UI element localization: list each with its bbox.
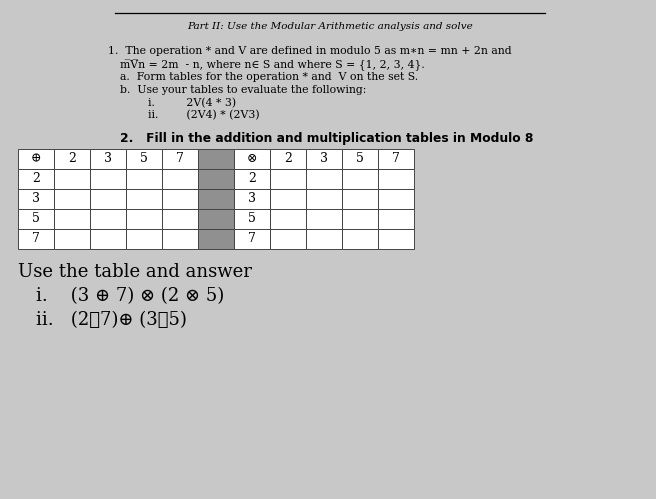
Text: 5: 5 [248,213,256,226]
Text: 2: 2 [68,153,76,166]
Bar [18,149,54,169]
Bar [342,169,378,189]
Text: 5: 5 [32,213,40,226]
Text: m̅V̅n = 2m  - n, where n∈ S and where S = {1, 2, 3, 4}.: m̅V̅n = 2m - n, where n∈ S and where S =… [120,59,424,70]
Bar [198,189,234,209]
Bar [342,209,378,229]
Text: ii.        (2V4) * (2V3): ii. (2V4) * (2V3) [148,110,260,120]
Bar [54,149,90,169]
Text: 5: 5 [356,153,364,166]
Bar [270,209,306,229]
Text: 7: 7 [248,233,256,246]
Bar [306,209,342,229]
Bar [234,149,270,169]
Bar [270,169,306,189]
Bar [54,229,90,249]
Bar [270,149,306,169]
Text: 2.   Fill in the addition and multiplication tables in Modulo 8: 2. Fill in the addition and multiplicati… [120,132,533,145]
Bar [90,189,126,209]
Bar [18,189,54,209]
Text: 3: 3 [320,153,328,166]
Bar [342,149,378,169]
Bar [270,229,306,249]
Bar [306,169,342,189]
Bar [306,229,342,249]
Text: ⊗: ⊗ [247,153,257,166]
Bar [126,189,162,209]
Text: 2: 2 [248,173,256,186]
Bar [198,209,234,229]
Bar [18,209,54,229]
Bar [270,189,306,209]
Bar [198,149,234,169]
Text: ⊕: ⊕ [31,153,41,166]
Bar [126,169,162,189]
Text: Use the table and answer: Use the table and answer [18,263,252,281]
Text: 3: 3 [248,193,256,206]
Bar [90,209,126,229]
Text: 7: 7 [176,153,184,166]
Text: 3: 3 [32,193,40,206]
Bar [126,149,162,169]
Bar [378,209,414,229]
Bar [198,169,234,189]
Bar [306,189,342,209]
Bar [54,189,90,209]
Bar [126,229,162,249]
Text: 7: 7 [32,233,40,246]
Bar [18,169,54,189]
Bar [54,209,90,229]
Text: 5: 5 [140,153,148,166]
Bar [54,169,90,189]
Bar [162,229,198,249]
Bar [90,149,126,169]
Bar [378,229,414,249]
Bar [234,189,270,209]
Bar [306,149,342,169]
Bar [126,209,162,229]
Text: ii.   (2⦗7)⊕ (3⦕5): ii. (2⦗7)⊕ (3⦕5) [36,311,187,329]
Bar [378,149,414,169]
Bar [378,189,414,209]
Bar [342,229,378,249]
Bar [234,229,270,249]
Bar [234,209,270,229]
Text: 3: 3 [104,153,112,166]
Text: 7: 7 [392,153,400,166]
Bar [162,189,198,209]
Text: a.  Form tables for the operation * and  V on the set S.: a. Form tables for the operation * and V… [120,72,418,82]
Bar [162,149,198,169]
Bar [90,229,126,249]
Text: i.    (3 ⊕ 7) ⊗ (2 ⊗ 5): i. (3 ⊕ 7) ⊗ (2 ⊗ 5) [36,287,224,305]
Text: b.  Use your tables to evaluate the following:: b. Use your tables to evaluate the follo… [120,85,366,95]
Bar [342,189,378,209]
Bar [162,169,198,189]
Bar [198,229,234,249]
Bar [234,169,270,189]
Bar [378,169,414,189]
Text: 2: 2 [32,173,40,186]
Text: 1.  The operation * and V are defined in modulo 5 as m∗n = mn + 2n and: 1. The operation * and V are defined in … [108,46,512,56]
Bar [18,229,54,249]
Bar [162,209,198,229]
Text: Part II: Use the Modular Arithmetic analysis and solve: Part II: Use the Modular Arithmetic anal… [187,22,473,31]
Bar [90,169,126,189]
Text: i.         2V(4 * 3): i. 2V(4 * 3) [148,98,236,108]
Text: 2: 2 [284,153,292,166]
